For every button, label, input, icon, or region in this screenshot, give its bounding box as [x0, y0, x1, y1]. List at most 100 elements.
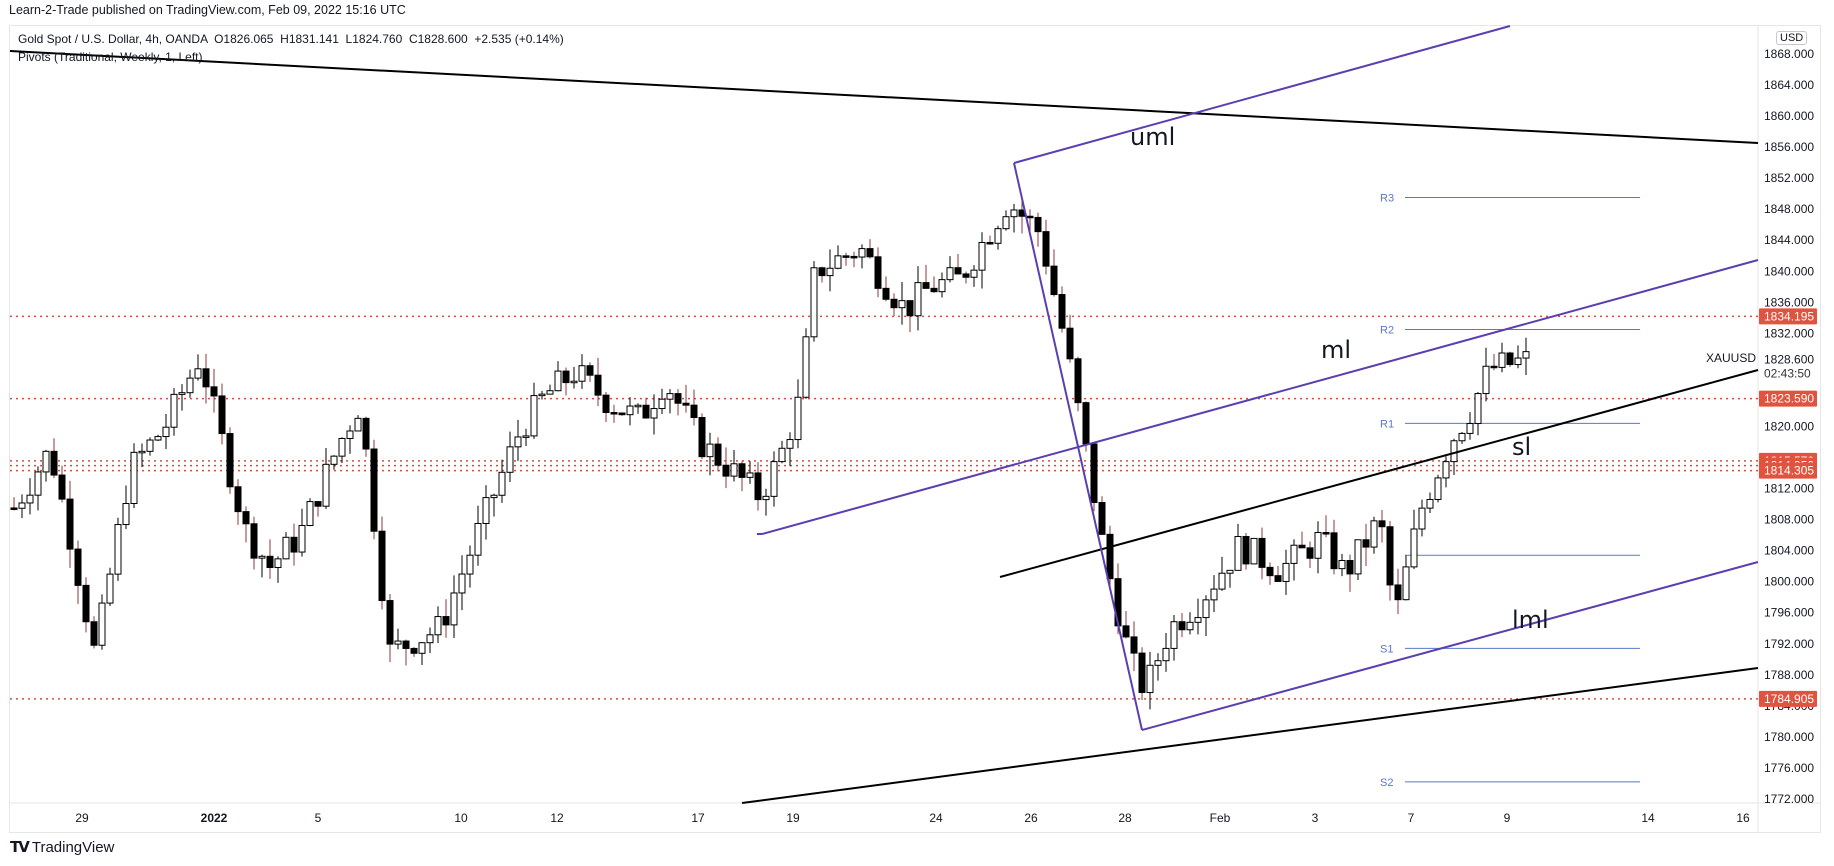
- candle-body: [1418, 507, 1426, 530]
- candle-body: [138, 450, 146, 454]
- candle-body: [1298, 544, 1306, 549]
- pitchfork-uml[interactable]: [1013, 25, 1511, 164]
- candle-body: [618, 412, 626, 416]
- time-tick: 9: [1504, 811, 1511, 825]
- candle-body: [874, 256, 882, 289]
- candle-body: [50, 450, 58, 476]
- price-tick: 1848.000: [1764, 202, 1814, 216]
- candle-body: [722, 464, 730, 477]
- candle-body: [754, 472, 762, 501]
- candle-body: [1162, 647, 1170, 662]
- candle-body: [522, 435, 530, 438]
- candle-body: [194, 368, 202, 379]
- tradingview-logo-text: TradingView: [31, 838, 115, 856]
- candle-body: [1410, 528, 1418, 568]
- symbol-tag: XAUUSD: [1706, 351, 1756, 365]
- price-tick: 1868.000: [1764, 47, 1814, 61]
- candle-body: [1218, 572, 1226, 590]
- level-label-bg: [1759, 390, 1817, 407]
- candle-body: [1378, 520, 1386, 528]
- ohlc-close: C1828.600: [408, 32, 468, 46]
- candle-body: [66, 498, 74, 550]
- level-label: 1784.905: [1764, 692, 1814, 706]
- candle-body: [706, 443, 714, 458]
- candle-body: [42, 450, 50, 473]
- candle-body: [250, 523, 258, 559]
- lower-trendline[interactable]: [741, 667, 1759, 804]
- candle-body: [530, 395, 538, 437]
- candle-body: [1362, 539, 1370, 548]
- candle-body: [482, 497, 490, 524]
- candle-body: [738, 463, 746, 478]
- candle-body: [1122, 625, 1130, 638]
- last-price-label: 1828.600: [1764, 353, 1814, 367]
- candle-body: [1242, 536, 1250, 565]
- candle-body: [1250, 537, 1258, 565]
- candle-body: [1026, 215, 1034, 219]
- candle-body: [154, 436, 162, 441]
- candle-body: [370, 448, 378, 532]
- candle-body: [186, 377, 194, 394]
- candle-body: [34, 471, 42, 496]
- candle-body: [1058, 294, 1066, 329]
- candle-body: [490, 494, 498, 499]
- candle-body: [1258, 537, 1266, 568]
- currency-button[interactable]: USD: [1776, 31, 1808, 45]
- candle-body: [890, 298, 898, 309]
- candle-body: [1474, 393, 1482, 425]
- candle-body: [570, 380, 578, 384]
- candle-body: [1074, 358, 1082, 404]
- time-tick: 3: [1312, 811, 1319, 825]
- time-tick: 5: [315, 811, 322, 825]
- candle-body: [386, 600, 394, 645]
- candle-body: [1498, 352, 1506, 368]
- candle-body: [1346, 560, 1354, 575]
- level-label-bg: [1759, 462, 1817, 479]
- tradingview-logo[interactable]: 𝗧𝗩 TradingView: [10, 838, 115, 857]
- pitchfork-ml[interactable]: [761, 259, 1759, 535]
- candle-body: [1178, 621, 1186, 631]
- price-tick: 1852.000: [1764, 171, 1814, 185]
- candle-body: [762, 495, 770, 501]
- pivot-label: R1: [1380, 418, 1394, 430]
- candle-body: [378, 530, 386, 602]
- pitchfork-lml[interactable]: [1141, 561, 1759, 731]
- price-tick: 1840.000: [1764, 264, 1814, 278]
- candle-body: [746, 472, 754, 478]
- level-label: 1814.305: [1764, 464, 1814, 478]
- time-tick: 24: [929, 811, 943, 825]
- candle-body: [850, 255, 858, 259]
- candle-body: [866, 248, 874, 258]
- price-tick: 1864.000: [1764, 78, 1814, 92]
- candle-body: [82, 584, 90, 623]
- indicator-legend[interactable]: Pivots (Traditional, Weekly, 1, Left): [18, 50, 203, 64]
- candle-body: [258, 555, 266, 559]
- candle-body: [834, 255, 842, 269]
- candle-body: [682, 402, 690, 406]
- candle-body: [858, 248, 866, 258]
- candle-body: [122, 502, 130, 526]
- level-label-bg: [1759, 690, 1817, 707]
- candle-body: [978, 241, 986, 271]
- candle-body: [514, 436, 522, 448]
- candle-body: [458, 573, 466, 594]
- time-tick: 12: [550, 811, 564, 825]
- price-tick: 1776.000: [1764, 761, 1814, 775]
- candle-body: [114, 524, 122, 575]
- candle-body: [1466, 423, 1474, 434]
- candle-body: [1450, 440, 1458, 463]
- time-tick: 14: [1641, 811, 1655, 825]
- candle-body: [1434, 477, 1442, 500]
- upper-trendline[interactable]: [9, 50, 1759, 144]
- candle-body: [698, 417, 706, 458]
- candle-body: [226, 433, 234, 488]
- candle-body: [914, 282, 922, 317]
- candle-body: [242, 511, 250, 525]
- sl-line[interactable]: [999, 369, 1759, 578]
- candle-body: [1042, 231, 1050, 267]
- candle-body: [506, 446, 514, 473]
- candle-body: [778, 447, 786, 463]
- candle-body: [26, 494, 34, 504]
- candle-body: [562, 370, 570, 384]
